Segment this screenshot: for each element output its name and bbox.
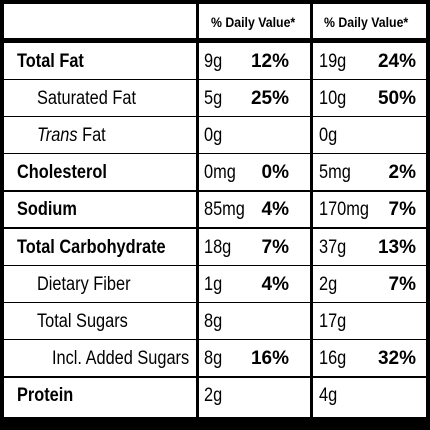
row-separator — [4, 376, 426, 378]
percent-col2: 13% — [377, 236, 416, 258]
nutrient-row: Saturated Fat 5g 25% 10g 50% — [4, 80, 426, 118]
percent-col1: 12% — [250, 50, 289, 72]
nutrient-row: Incl. Added Sugars 8g 16% 16g 32% — [4, 341, 426, 378]
row-separator — [4, 264, 426, 266]
header-row: % Daily Value* % Daily Value* — [4, 4, 426, 38]
nutrient-label: Sodium — [17, 199, 77, 221]
nutrient-row: Total Sugars 8g 17g — [4, 303, 426, 341]
percent-col1: 4% — [261, 199, 289, 221]
row-separator — [4, 152, 426, 155]
thick-divider — [4, 38, 426, 43]
nutrient-row: Protein 2g 4g — [4, 378, 426, 415]
percent-col2: 50% — [377, 87, 416, 109]
row-separator — [4, 227, 426, 229]
daily-value-heading: % Daily Value* — [324, 14, 409, 30]
amount-col1: 0g — [204, 124, 223, 146]
percent-col1: 25% — [250, 87, 289, 109]
amount-col2: 19g — [319, 50, 347, 72]
nutrient-label: Cholesterol — [17, 162, 107, 184]
amount-col2: 10g — [319, 87, 347, 109]
amount-col2: 5mg — [319, 162, 351, 184]
percent-col2: 7% — [388, 273, 416, 295]
amount-col1: 9g — [204, 50, 223, 72]
amount-col1: 18g — [204, 236, 232, 258]
amount-col2: 0g — [319, 124, 338, 146]
amount-col1: 5g — [204, 87, 223, 109]
amount-col1: 8g — [204, 310, 223, 332]
nutrient-row: Trans Fat 0g 0g — [4, 117, 426, 155]
nutrient-label-rest: Fat — [77, 124, 106, 146]
nutrient-label: Total Carbohydrate — [17, 236, 166, 258]
amount-col1: 2g — [204, 385, 223, 407]
nutrient-row: Total Fat 9g 12% 19g 24% — [4, 43, 426, 80]
nutrient-row: Sodium 85mg 4% 170mg 7% — [4, 192, 426, 229]
amount-col2: 4g — [319, 385, 338, 407]
row-separator — [4, 115, 426, 118]
row-separator — [4, 190, 426, 192]
row-separator — [4, 78, 426, 80]
amount-col2: 17g — [319, 310, 347, 332]
percent-col1: 0% — [261, 162, 289, 184]
nutrient-row: Total Carbohydrate 18g 7% 37g 13% — [4, 229, 426, 266]
nutrient-label: Saturated Fat — [37, 87, 137, 109]
column-divider — [310, 4, 313, 426]
nutrient-label: Incl. Added Sugars — [52, 348, 190, 370]
percent-col2: 24% — [377, 50, 416, 72]
amount-col2: 37g — [319, 236, 347, 258]
nutrient-label: Total Fat — [17, 50, 84, 72]
nutrient-row: Cholesterol 0mg 0% 5mg 2% — [4, 155, 426, 192]
amount-col1: 0mg — [204, 162, 236, 184]
amount-col1: 85mg — [204, 199, 245, 221]
percent-col1: 7% — [261, 236, 289, 258]
thick-divider — [4, 417, 426, 426]
amount-col2: 16g — [319, 348, 347, 370]
nutrient-label: Total Sugars — [37, 310, 128, 332]
percent-col2: 7% — [388, 199, 416, 221]
amount-col2: 2g — [319, 273, 338, 295]
column-divider — [196, 4, 199, 426]
row-separator — [4, 338, 426, 341]
amount-col1: 8g — [204, 348, 223, 370]
nutrient-row: Dietary Fiber 1g 4% 2g 7% — [4, 266, 426, 304]
nutrient-label: Protein — [17, 385, 74, 407]
percent-col2: 32% — [377, 348, 416, 370]
percent-col2: 2% — [388, 162, 416, 184]
nutrient-label: Trans Fat — [37, 125, 106, 147]
nutrient-label-italic: Trans — [37, 124, 78, 146]
row-separator — [4, 301, 426, 304]
amount-col1: 1g — [204, 273, 223, 295]
nutrient-label: Dietary Fiber — [37, 273, 131, 295]
daily-value-heading: % Daily Value* — [211, 14, 296, 30]
amount-col2: 170mg — [319, 199, 369, 221]
percent-col1: 4% — [261, 273, 289, 295]
percent-col1: 16% — [250, 348, 289, 370]
